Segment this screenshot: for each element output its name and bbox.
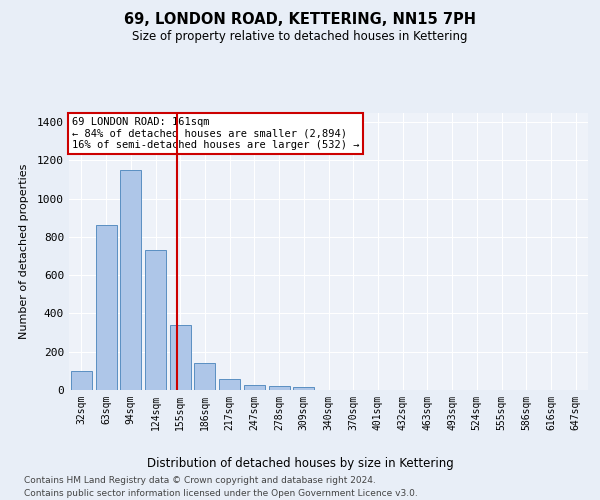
Bar [244, 384, 265, 390]
Text: 69 LONDON ROAD: 161sqm
← 84% of detached houses are smaller (2,894)
16% of semi-: 69 LONDON ROAD: 161sqm ← 84% of detached… [71, 116, 359, 150]
Bar [269, 386, 290, 390]
Bar [145, 250, 166, 390]
Bar [120, 170, 141, 390]
Text: 69, LONDON ROAD, KETTERING, NN15 7PH: 69, LONDON ROAD, KETTERING, NN15 7PH [124, 12, 476, 28]
Bar [95, 226, 116, 390]
Bar [71, 371, 92, 390]
Text: Contains public sector information licensed under the Open Government Licence v3: Contains public sector information licen… [24, 489, 418, 498]
Bar [293, 386, 314, 390]
Bar [219, 380, 240, 390]
Bar [194, 363, 215, 390]
Text: Contains HM Land Registry data © Crown copyright and database right 2024.: Contains HM Land Registry data © Crown c… [24, 476, 376, 485]
Y-axis label: Number of detached properties: Number of detached properties [19, 164, 29, 339]
Bar [170, 325, 191, 390]
Text: Size of property relative to detached houses in Kettering: Size of property relative to detached ho… [132, 30, 468, 43]
Text: Distribution of detached houses by size in Kettering: Distribution of detached houses by size … [146, 458, 454, 470]
